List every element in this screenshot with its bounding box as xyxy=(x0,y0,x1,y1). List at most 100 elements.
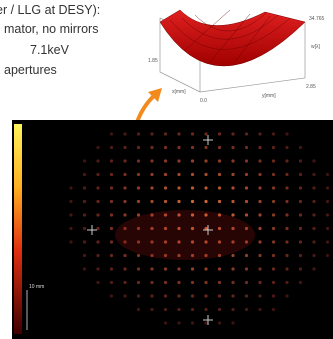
beamlet xyxy=(312,200,315,203)
beamlet xyxy=(258,254,261,257)
beamlet xyxy=(137,159,140,162)
beamlet xyxy=(258,200,261,203)
beamlet xyxy=(123,281,126,284)
beamlet xyxy=(137,254,140,257)
beamlet xyxy=(164,321,167,324)
text-line: er / LLG at DESY): xyxy=(0,3,100,17)
beamlet xyxy=(177,200,180,203)
beamlet xyxy=(150,186,153,189)
beamlet xyxy=(96,146,99,149)
plot-label: y[mm] xyxy=(262,93,276,99)
text-line: mator, no mirrors xyxy=(4,22,98,36)
beamlet xyxy=(285,159,288,162)
beamlet xyxy=(69,227,72,230)
beamlet xyxy=(204,308,207,311)
beamlet xyxy=(83,213,86,216)
beamlet xyxy=(312,254,315,257)
beamlet xyxy=(231,159,234,162)
beamlet xyxy=(299,213,302,216)
beamlet xyxy=(83,186,86,189)
beamlet xyxy=(218,186,221,189)
beamlet xyxy=(245,173,248,176)
beamlet xyxy=(177,146,180,149)
beamlet xyxy=(218,281,221,284)
beamlet xyxy=(137,281,140,284)
beamlet xyxy=(177,159,180,162)
beamlet xyxy=(245,159,248,162)
beamlet xyxy=(83,267,86,270)
beamlet xyxy=(123,132,126,135)
beamlet xyxy=(137,267,140,270)
beamlet xyxy=(191,308,194,311)
beamlet xyxy=(69,213,72,216)
beamlet xyxy=(164,173,167,176)
beamlet xyxy=(110,186,113,189)
beamlet xyxy=(164,146,167,149)
beamlet xyxy=(177,321,180,324)
beamlet xyxy=(96,173,99,176)
beamlet xyxy=(191,281,194,284)
beamlet xyxy=(299,146,302,149)
beamlet xyxy=(150,173,153,176)
plot-label: w[λ] xyxy=(311,44,321,50)
beamlet xyxy=(96,281,99,284)
beamlet xyxy=(218,294,221,297)
beamlet xyxy=(110,294,113,297)
beamlet xyxy=(285,294,288,297)
beamlet xyxy=(285,200,288,203)
beamlet xyxy=(204,173,207,176)
beamlet xyxy=(272,200,275,203)
beamlet xyxy=(245,254,248,257)
beamlet xyxy=(258,173,261,176)
beamlet xyxy=(137,132,140,135)
slide: er / LLG at DESY): mator, no mirrors 7.1… xyxy=(0,0,333,339)
beamlet xyxy=(150,146,153,149)
beamlet xyxy=(123,146,126,149)
beamlet xyxy=(218,200,221,203)
beamlet xyxy=(137,146,140,149)
beamlet xyxy=(245,294,248,297)
beamlet xyxy=(164,186,167,189)
beamlet xyxy=(164,308,167,311)
beamlet xyxy=(204,159,207,162)
beamlet xyxy=(123,267,126,270)
beamlet xyxy=(150,294,153,297)
beamlet xyxy=(272,281,275,284)
beamlet xyxy=(96,213,99,216)
beamlet xyxy=(69,200,72,203)
beamlet xyxy=(137,308,140,311)
beamlet xyxy=(150,159,153,162)
beamlet xyxy=(245,132,248,135)
beamlet xyxy=(137,294,140,297)
beamlet xyxy=(191,267,194,270)
page: er / LLG at DESY): mator, no mirrors 7.1… xyxy=(0,0,333,339)
beamlet xyxy=(110,227,113,230)
beamlet xyxy=(177,132,180,135)
beamlet xyxy=(326,254,329,257)
beamlet xyxy=(272,308,275,311)
beamlet xyxy=(83,227,86,230)
beamlet xyxy=(110,240,113,243)
beamlet xyxy=(231,321,234,324)
beamlet xyxy=(96,240,99,243)
beamlet xyxy=(272,173,275,176)
beamlet xyxy=(272,132,275,135)
beamlet xyxy=(110,173,113,176)
beamlet xyxy=(312,186,315,189)
text-line: 7.1keV xyxy=(30,43,70,57)
beamlet xyxy=(191,146,194,149)
plot-label: 2.85 xyxy=(306,84,316,90)
beamlet xyxy=(312,240,315,243)
beamlet xyxy=(285,281,288,284)
beamlet xyxy=(218,146,221,149)
beamlet xyxy=(123,294,126,297)
beamlet xyxy=(69,186,72,189)
beamlet xyxy=(312,267,315,270)
beamlet xyxy=(150,308,153,311)
beamlet xyxy=(123,213,126,216)
beamlet xyxy=(123,186,126,189)
beamlet xyxy=(272,294,275,297)
beamlet xyxy=(258,308,261,311)
beamlet xyxy=(245,281,248,284)
beamlet xyxy=(110,200,113,203)
